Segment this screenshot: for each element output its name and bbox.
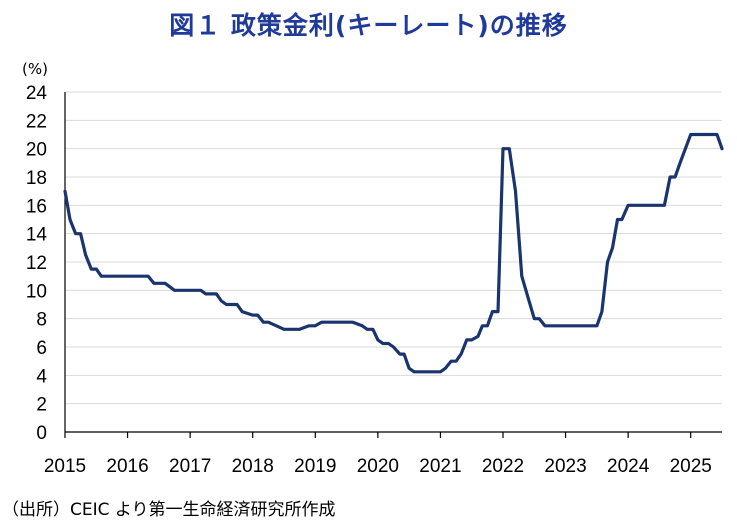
x-tick-labels: 2015 2016 2017 2018 2019 2020 2021 2022 2023 2024… (44, 456, 712, 477)
series-line (63, 132, 724, 374)
y-tick-label: 2 (36, 395, 47, 416)
y-tick-label: 14 (26, 225, 48, 246)
x-tick-label: 2016 (106, 456, 148, 477)
y-tick-label: 24 (26, 83, 48, 104)
y-tick-label: 10 (26, 281, 47, 302)
y-tick-label: 18 (26, 168, 47, 189)
x-tick-label: 2024 (607, 456, 650, 477)
y-tick-label: 20 (26, 140, 47, 161)
x-tick-label: 2018 (232, 456, 274, 477)
x-tick-label: 2022 (482, 456, 524, 477)
chart-title: 図１ 政策金利(キーレート)の推移 (169, 11, 568, 40)
x-tick-label: 2015 (44, 456, 86, 477)
x-tick-label: 2020 (357, 456, 399, 477)
gridlines (65, 91, 722, 405)
y-tick-label: 8 (36, 310, 47, 331)
series-lines (63, 132, 724, 374)
x-tick-label: 2017 (169, 456, 211, 477)
y-tick-label: 16 (26, 196, 47, 217)
y-tick-label: 22 (26, 111, 47, 132)
y-tick-label: 4 (36, 366, 47, 387)
y-tick-label: 0 (36, 423, 47, 444)
x-tick-label: 2023 (544, 456, 586, 477)
y-tick-label: 6 (36, 338, 47, 359)
y-tick-label: 12 (26, 253, 47, 274)
x-tick-label: 2019 (294, 456, 336, 477)
axes (64, 92, 722, 438)
x-tick-label: 2025 (670, 456, 712, 477)
x-tick-label: 2021 (419, 456, 461, 477)
source-note: （出所）CEIC より第一生命経済研究所作成 (2, 500, 336, 520)
y-axis-unit-label: (%) (22, 60, 48, 78)
